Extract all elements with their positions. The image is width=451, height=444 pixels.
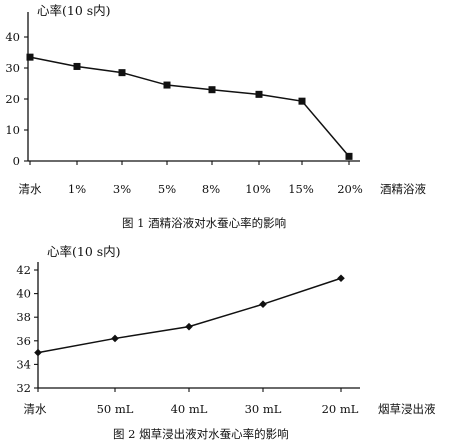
chart-1-x-tick-labels: 清水 1% 3% 5% 8% 10% 15% 20%: [19, 161, 363, 196]
chart-2-y-tick-label: 38: [16, 310, 31, 324]
chart-1-data-point: [163, 81, 171, 89]
chart-1-data-point: [26, 53, 34, 61]
chart-2-x-tick-labels: 清水 50 mL 40 mL 30 mL 20 mL: [24, 388, 359, 416]
chart-1-data-point: [208, 86, 216, 94]
chart-2-y-tick-label: 40: [16, 287, 31, 301]
chart-1-data-point: [345, 152, 353, 160]
chart-1-y-tick-label: 10: [5, 123, 20, 137]
chart-2-data-point: [259, 300, 267, 309]
chart-1-x-tick-label: 10%: [245, 182, 271, 196]
chart-1-data-point: [73, 62, 81, 70]
chart-1-data-point: [298, 97, 306, 105]
chart-1-y-ticks: 0 10 20 30 40: [5, 30, 28, 168]
chart-2-x-tick-label: 30 mL: [245, 402, 282, 416]
chart-1-x-tick-label: 8%: [202, 182, 220, 196]
chart-2-data-points: [34, 274, 345, 357]
chart-1-y-tick-label: 40: [5, 30, 20, 44]
chart-1-x-tick-label: 20%: [337, 182, 363, 196]
chart-1-caption: 图 1 酒精浴液对水蚕心率的影响: [122, 216, 286, 230]
chart-1-y-tick-label: 0: [13, 154, 20, 168]
chart-1-x-tick-label: 3%: [113, 182, 131, 196]
chart-1-data-point: [118, 69, 126, 77]
chart-2-y-ticks: 32 34 36 38 40 42: [16, 263, 38, 395]
chart-2-data-point: [337, 274, 345, 283]
chart-2-y-title: 心率(10 s内): [47, 244, 121, 259]
chart-1-data-points: [26, 53, 353, 160]
chart-2-x-tick-label: 40 mL: [171, 402, 208, 416]
chart-1-y-title: 心率(10 s内): [37, 3, 111, 18]
chart-2-caption: 图 2 烟草浸出液对水蚕心率的影响: [113, 427, 289, 441]
chart-2-x-tick-label: 清水: [24, 402, 47, 416]
chart-1-x-tick-label: 清水: [19, 182, 42, 196]
chart-2-y-tick-label: 34: [16, 357, 31, 371]
chart-1-series-line: [29, 56, 350, 157]
chart-1-x-tick-label: 15%: [288, 182, 314, 196]
chart-2-x-tick-label: 50 mL: [97, 402, 134, 416]
chart-2-data-point: [111, 334, 119, 343]
chart-2-data-point: [185, 322, 193, 331]
chart-2-y-tick-label: 36: [16, 334, 31, 348]
chart-2-data-point: [34, 348, 42, 357]
chart-1-y-tick-label: 20: [5, 92, 20, 106]
chart-2-series-line: [37, 277, 342, 354]
chart-2-x-tick-label: 20 mL: [322, 402, 359, 416]
chart-1-data-point: [255, 90, 263, 98]
chart-1-x-tick-label: 1%: [68, 182, 86, 196]
chart-1-x-axis-name: 酒精浴液: [380, 182, 426, 196]
chart-1-x-tick-label: 5%: [158, 182, 176, 196]
chart-1-y-tick-label: 30: [5, 61, 20, 75]
chart-2-y-tick-label: 32: [16, 381, 31, 395]
chart-2-x-axis-name: 烟草浸出液: [378, 402, 436, 416]
chart-2: 心率(10 s内) 32 34 36 38 40 42 清水 50 mL 40 mL 30 mL…: [16, 244, 436, 441]
chart-2-y-tick-label: 42: [16, 263, 31, 277]
